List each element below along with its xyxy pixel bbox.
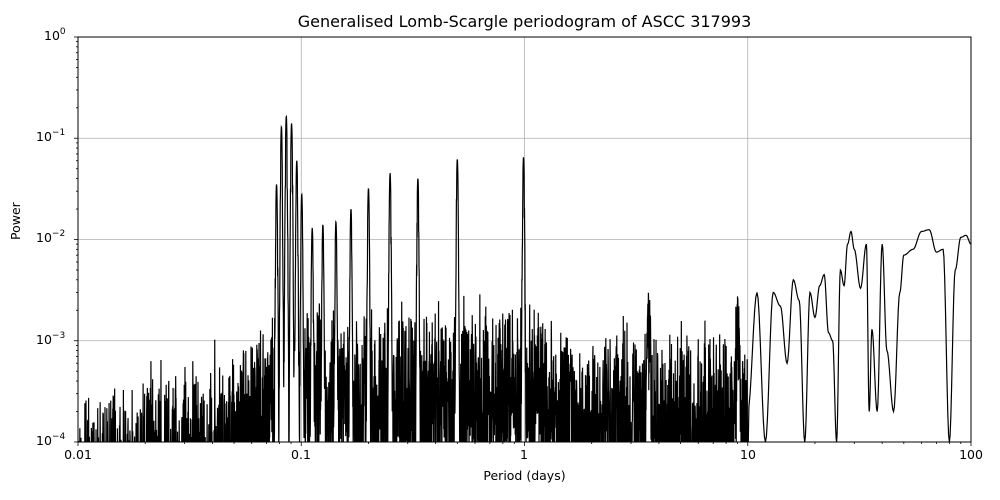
y-tick-label: 10−4 (36, 432, 66, 449)
x-tick-label: 0.1 (291, 447, 311, 462)
x-tick-label: 10 (740, 447, 756, 462)
y-tick-label: 10−2 (36, 229, 66, 246)
y-tick-label: 10−1 (36, 128, 66, 145)
periodogram-line (78, 114, 971, 442)
y-axis-label: Power (8, 202, 23, 240)
y-tick-label: 100 (44, 27, 66, 44)
x-tick-label: 0.01 (64, 447, 92, 462)
y-tick-label: 10−3 (36, 331, 66, 348)
chart-title: Generalised Lomb-Scargle periodogram of … (297, 12, 752, 31)
x-tick-label: 100 (959, 447, 983, 462)
x-axis-label: Period (days) (483, 468, 566, 483)
x-tick-label: 1 (520, 447, 528, 462)
